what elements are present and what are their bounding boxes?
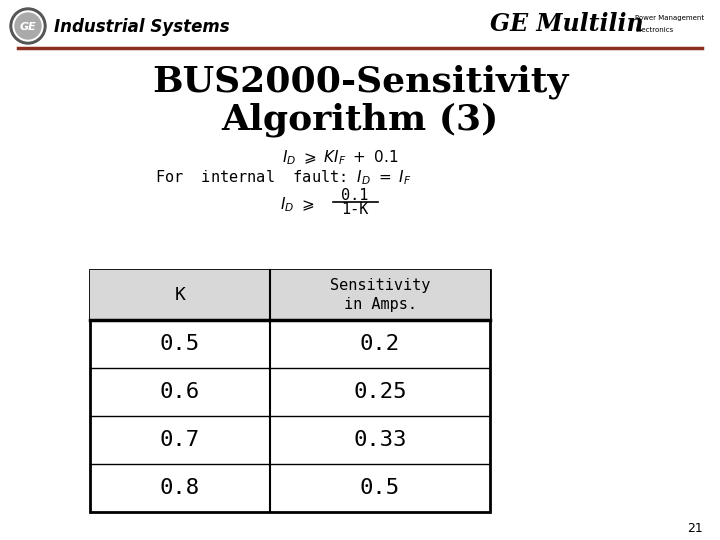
Text: 0.2: 0.2: [360, 334, 400, 354]
Circle shape: [13, 11, 43, 41]
Bar: [90, 270, 490, 512]
Text: GE: GE: [19, 22, 37, 32]
Text: Industrial Systems: Industrial Systems: [54, 18, 230, 36]
Circle shape: [15, 13, 41, 39]
Text: Power Management: Power Management: [635, 15, 704, 21]
Text: 1-K: 1-K: [341, 202, 369, 218]
Text: $I_D\ \geqslant$: $I_D\ \geqslant$: [280, 195, 314, 214]
Text: 0.6: 0.6: [160, 382, 200, 402]
Text: 0.1: 0.1: [341, 188, 369, 204]
Text: Electronics: Electronics: [635, 27, 673, 33]
Text: 0.33: 0.33: [354, 430, 407, 450]
Text: 0.7: 0.7: [160, 430, 200, 450]
Text: BUS2000-Sensitivity: BUS2000-Sensitivity: [152, 65, 568, 99]
Text: 0.8: 0.8: [160, 478, 200, 498]
Text: GE Multilin: GE Multilin: [490, 12, 644, 36]
Circle shape: [10, 8, 46, 44]
Text: Sensitivity
in Amps.: Sensitivity in Amps.: [330, 278, 430, 312]
Text: K: K: [174, 286, 186, 304]
Bar: [90, 270, 490, 320]
Text: $I_D\ \geqslant\ KI_F\ +\ 0.1$: $I_D\ \geqslant\ KI_F\ +\ 0.1$: [282, 148, 398, 167]
Text: 0.5: 0.5: [360, 478, 400, 498]
Text: 0.25: 0.25: [354, 382, 407, 402]
Text: 0.5: 0.5: [160, 334, 200, 354]
Text: For  internal  fault: $I_D\ =\ I_F$: For internal fault: $I_D\ =\ I_F$: [155, 168, 412, 187]
Text: 21: 21: [687, 522, 703, 535]
Text: Algorithm (3): Algorithm (3): [221, 103, 499, 137]
